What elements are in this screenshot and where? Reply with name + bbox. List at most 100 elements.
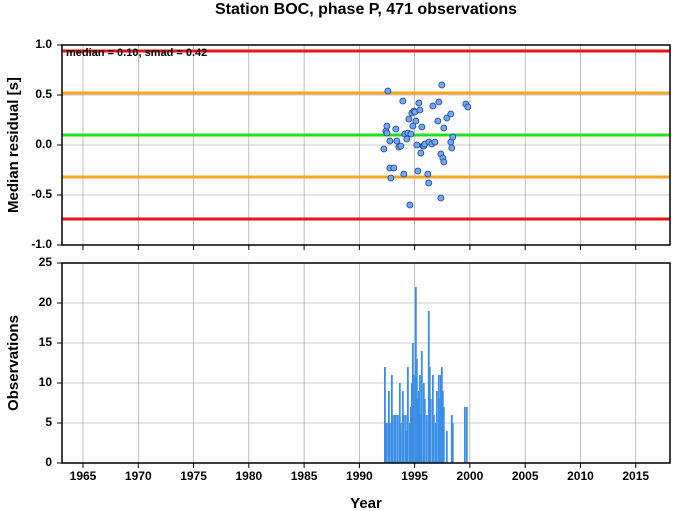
plot-frame: [61, 262, 671, 464]
bar: [429, 399, 432, 463]
x-tick-label: 1980: [235, 469, 262, 483]
point: [393, 137, 401, 145]
bar: [405, 431, 408, 463]
point: [438, 81, 446, 89]
bar: [414, 287, 417, 463]
bar: [384, 367, 386, 463]
bar: [408, 423, 411, 463]
bar: [399, 423, 402, 463]
y-tick-label: 5: [45, 415, 52, 429]
point: [448, 144, 456, 152]
bar: [439, 375, 442, 463]
y-tick-label: 20: [39, 295, 53, 309]
point: [416, 106, 424, 114]
point: [417, 149, 425, 157]
point: [390, 164, 398, 172]
point: [424, 170, 432, 178]
y-tick-label: 0.5: [35, 87, 52, 101]
point: [418, 123, 426, 131]
point: [399, 97, 407, 105]
bar: [394, 415, 397, 463]
plot-frame: [61, 44, 671, 246]
bar: [387, 391, 390, 463]
y-tick-label: 10: [39, 375, 53, 389]
bar: [431, 375, 434, 463]
point: [400, 170, 408, 178]
bar: [385, 423, 388, 463]
bar: [441, 391, 444, 463]
point: [440, 158, 448, 166]
point: [403, 135, 411, 143]
bar: [422, 383, 425, 463]
point: [425, 179, 433, 187]
bar: [410, 383, 413, 463]
bar: [388, 423, 391, 463]
x-tick-label: 1970: [125, 469, 152, 483]
bar: [463, 407, 466, 463]
bar: [425, 415, 428, 463]
x-tick-label: 2015: [622, 469, 649, 483]
point: [387, 174, 395, 182]
y-tick-label: -1.0: [31, 237, 52, 251]
y-tick-label: 15: [39, 335, 53, 349]
bar: [451, 423, 454, 463]
y-tick-label: 0.0: [35, 137, 52, 151]
point: [383, 122, 391, 130]
y-tick-label: 1.0: [35, 37, 52, 51]
point: [443, 114, 451, 122]
bar: [404, 415, 407, 463]
bar: [427, 311, 430, 463]
bar: [437, 375, 440, 463]
bar: [412, 375, 415, 463]
point: [437, 194, 445, 202]
bar: [438, 399, 441, 463]
bar: [398, 383, 401, 463]
bar: [442, 407, 445, 463]
point: [429, 102, 437, 110]
x-tick-label: 2000: [457, 469, 484, 483]
bar: [420, 351, 423, 463]
point: [414, 167, 422, 175]
point: [386, 137, 394, 145]
y-tick-label: 25: [39, 255, 53, 269]
point: [447, 110, 455, 118]
point: [407, 130, 415, 138]
annotation: median = 0.10, smad = 0.42: [66, 47, 207, 59]
bar: [401, 391, 404, 463]
y-tick-label: -0.5: [31, 187, 52, 201]
point: [392, 125, 400, 133]
x-tick-label: 1975: [180, 469, 207, 483]
bar: [390, 375, 393, 463]
bar: [418, 375, 421, 463]
bar: [419, 415, 422, 463]
chart-title: Station BOC, phase P, 471 observations: [215, 1, 517, 18]
bar: [391, 415, 394, 463]
y-axis-label: Median residual [s]: [5, 77, 22, 213]
point: [431, 138, 439, 146]
bar: [440, 367, 443, 463]
point: [434, 117, 442, 125]
x-axis-label: Year: [350, 495, 382, 511]
bar: [423, 399, 426, 463]
point: [435, 98, 443, 106]
bar: [411, 343, 414, 463]
point: [380, 145, 388, 153]
x-tick-label: 1995: [401, 469, 428, 483]
bar: [416, 399, 419, 463]
x-tick-label: 1985: [291, 469, 318, 483]
point: [415, 99, 423, 107]
bar: [450, 415, 453, 463]
point: [384, 87, 392, 95]
point: [383, 129, 391, 137]
point: [449, 133, 457, 141]
bar: [445, 431, 448, 463]
y-tick-label: 0: [45, 455, 52, 469]
x-tick-label: 1965: [70, 469, 97, 483]
bar: [409, 407, 412, 463]
point: [397, 142, 405, 150]
bar: [402, 415, 405, 463]
bar: [435, 391, 438, 463]
bar: [417, 391, 420, 463]
point: [409, 122, 417, 130]
